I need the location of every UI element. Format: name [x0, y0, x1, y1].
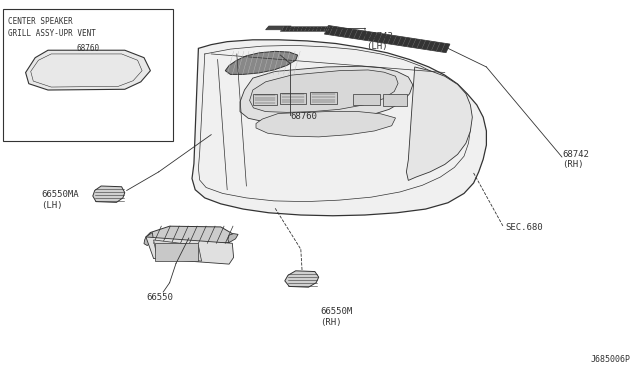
- Polygon shape: [192, 40, 486, 216]
- Polygon shape: [26, 50, 150, 90]
- Text: 66550MA
(LH): 66550MA (LH): [42, 190, 79, 210]
- Text: CENTER SPEAKER
GRILL ASSY-UPR VENT: CENTER SPEAKER GRILL ASSY-UPR VENT: [8, 17, 95, 38]
- Polygon shape: [256, 112, 396, 137]
- Polygon shape: [266, 26, 291, 30]
- Text: 68742
(RH): 68742 (RH): [562, 150, 589, 169]
- Polygon shape: [225, 51, 298, 74]
- Polygon shape: [250, 70, 398, 112]
- Polygon shape: [154, 240, 202, 261]
- Polygon shape: [280, 27, 330, 31]
- Text: SEC.680: SEC.680: [506, 223, 543, 232]
- Bar: [353, 94, 380, 105]
- Polygon shape: [146, 237, 234, 264]
- Text: 68760: 68760: [290, 112, 317, 121]
- Polygon shape: [285, 271, 319, 287]
- Bar: [383, 94, 407, 106]
- Text: 66550: 66550: [146, 293, 173, 302]
- Polygon shape: [228, 234, 238, 243]
- Polygon shape: [240, 66, 413, 124]
- Text: 68760: 68760: [77, 44, 100, 53]
- Polygon shape: [93, 186, 125, 202]
- Text: 66550M
(RH): 66550M (RH): [320, 307, 352, 327]
- Text: 68743
(LH): 68743 (LH): [366, 32, 393, 51]
- Bar: [280, 93, 306, 104]
- Bar: [3, 9, 173, 141]
- Bar: [310, 92, 337, 104]
- Polygon shape: [144, 232, 154, 246]
- Bar: [253, 94, 277, 105]
- Polygon shape: [324, 25, 450, 53]
- Text: J685006P: J685006P: [590, 355, 630, 364]
- Polygon shape: [406, 67, 472, 180]
- Bar: [155, 243, 198, 261]
- Polygon shape: [146, 226, 234, 243]
